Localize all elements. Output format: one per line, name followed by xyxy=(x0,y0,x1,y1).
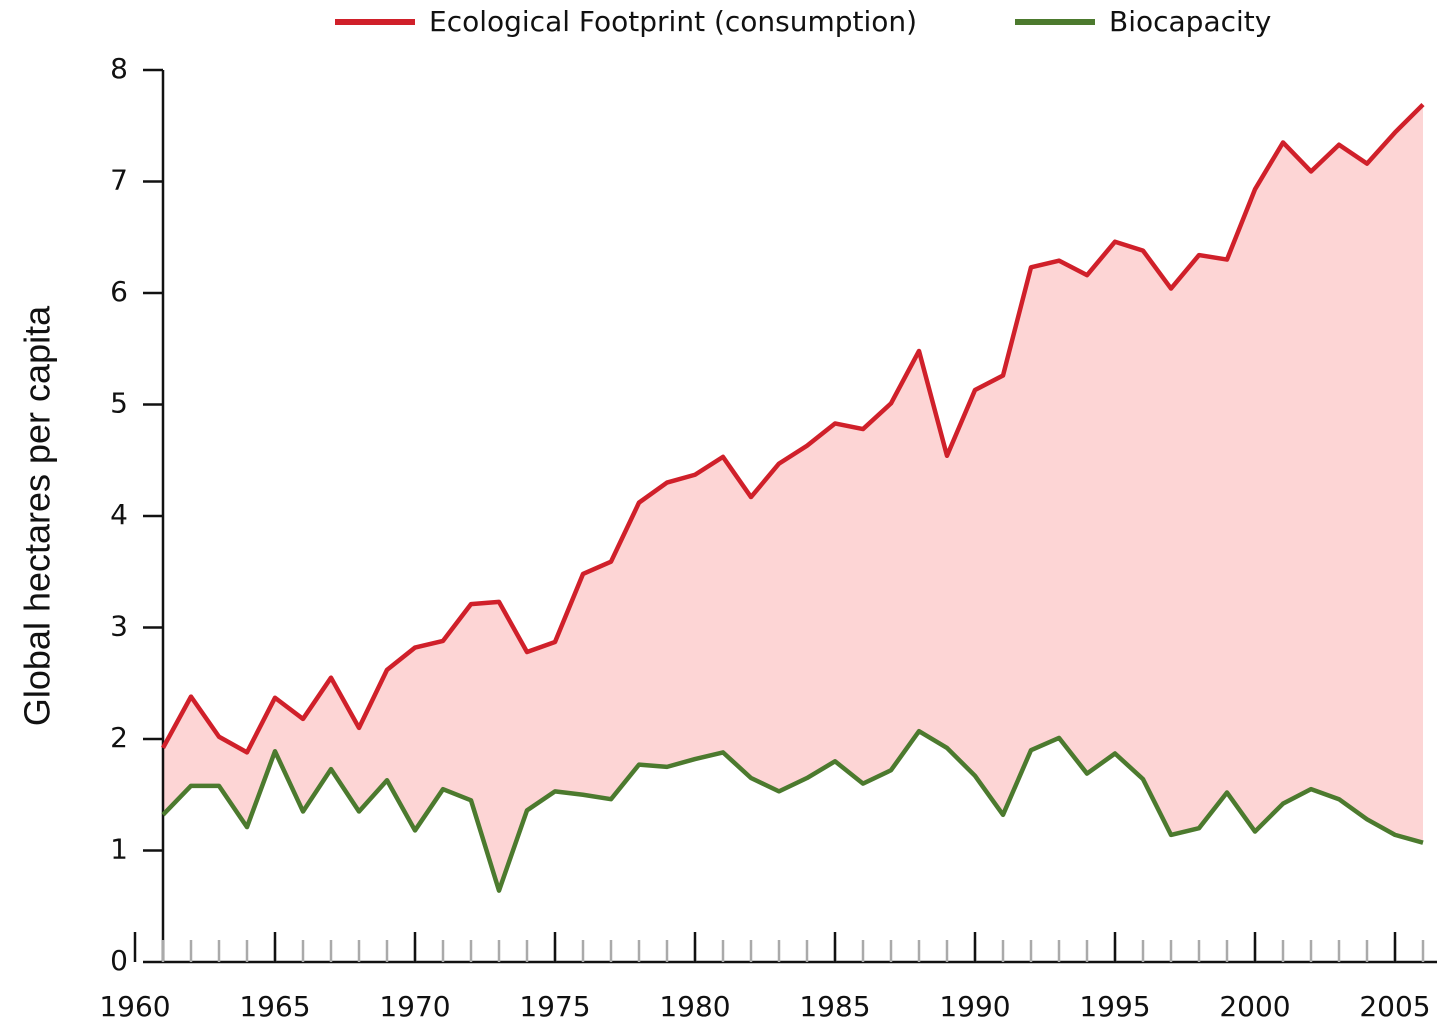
legend-label: Biocapacity xyxy=(1109,5,1271,38)
y-tick-label: 7 xyxy=(110,164,128,197)
y-tick-label: 2 xyxy=(110,721,128,754)
y-tick-label: 0 xyxy=(110,944,128,977)
x-tick-label: 1970 xyxy=(379,990,450,1023)
x-tick-label: 2005 xyxy=(1359,990,1430,1023)
x-tick-label: 1975 xyxy=(519,990,590,1023)
y-tick-label: 3 xyxy=(110,610,128,643)
x-tick-label: 1965 xyxy=(239,990,310,1023)
x-tick-label: 1990 xyxy=(939,990,1010,1023)
x-tick-label: 1995 xyxy=(1079,990,1150,1023)
series-line xyxy=(161,728,1424,893)
series-line xyxy=(161,102,1425,755)
y-tick-label: 8 xyxy=(110,52,128,85)
y-axis-label: Global hectares per capita xyxy=(17,305,58,726)
y-tick-label: 5 xyxy=(110,387,128,420)
y-tick-label: 1 xyxy=(110,833,128,866)
y-tick-label: 6 xyxy=(110,275,128,308)
x-tick-label: 1960 xyxy=(99,990,170,1023)
x-tick-label: 1980 xyxy=(659,990,730,1023)
y-tick-label: 4 xyxy=(110,498,128,531)
gap-area xyxy=(163,104,1423,891)
legend-label: Ecological Footprint (consumption) xyxy=(429,5,917,38)
x-tick-label: 1985 xyxy=(799,990,870,1023)
x-tick-label: 2000 xyxy=(1219,990,1290,1023)
